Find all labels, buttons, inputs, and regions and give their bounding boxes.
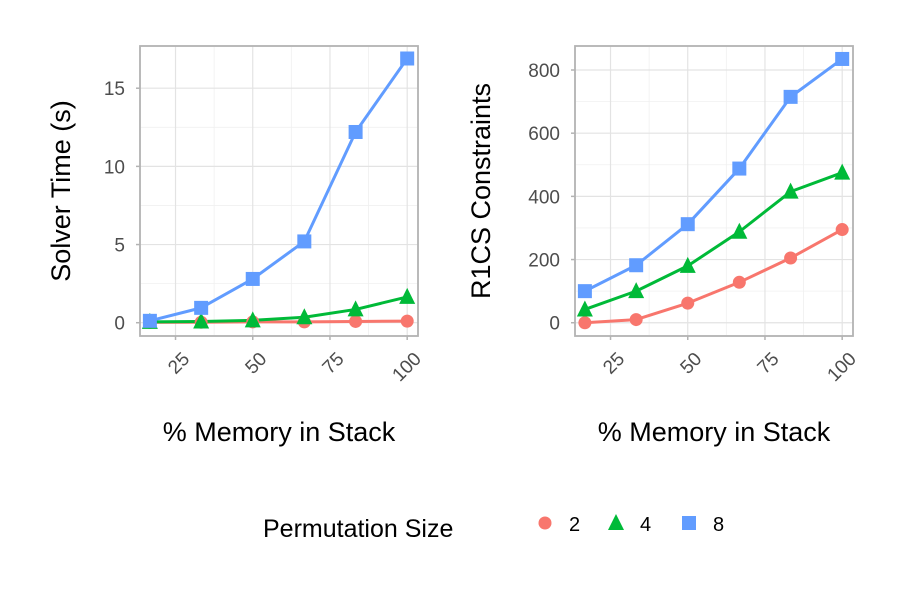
series-8-point: [732, 161, 747, 176]
series-line-4: [149, 295, 408, 324]
series-4-point: [296, 308, 313, 325]
series-4-point: [731, 222, 748, 239]
legend-key-8: [682, 516, 696, 530]
x-tick-label: 75: [754, 349, 784, 379]
series-2-point: [629, 313, 643, 327]
series-line-4: [584, 171, 843, 311]
series-4-point: [347, 300, 364, 317]
series-8-point: [297, 234, 312, 249]
legend-label-8: 8: [713, 514, 724, 536]
y-tick-label: 0: [549, 314, 560, 335]
y-tick-label: 0: [114, 314, 125, 335]
r1cs-constraints-panel: 0 200 400 600 800 25 50 75 100 % Memory in Stack R…: [466, 45, 861, 447]
y-tick-label: 200: [528, 251, 560, 272]
series-line-2: [584, 228, 843, 325]
series-4-point: [576, 300, 593, 317]
y-tick-label: 10: [104, 157, 125, 178]
y-axis-title: R1CS Constraints: [466, 83, 496, 299]
series-8-point: [348, 124, 363, 139]
series-8-point: [245, 271, 260, 286]
legend-key-4: [608, 514, 624, 530]
series-8-point: [194, 300, 209, 315]
series-4-point: [679, 256, 696, 273]
legend-label-4: 4: [640, 514, 651, 536]
series-8-point: [400, 51, 415, 66]
series-2-point: [835, 223, 849, 237]
x-tick-label: 100: [824, 349, 861, 386]
x-tick-label: 50: [677, 349, 707, 379]
series-2-point: [732, 275, 746, 289]
series-line-8: [584, 57, 844, 293]
series-8-point: [577, 284, 592, 299]
series-4-point: [193, 312, 210, 329]
x-tick-label: 100: [389, 349, 426, 386]
x-tick-label: 25: [164, 349, 194, 379]
series-8-point: [629, 258, 644, 273]
series-2-point: [681, 296, 695, 310]
x-tick-label: 50: [242, 349, 272, 379]
panel-border: [139, 45, 419, 337]
series-4-point: [399, 287, 416, 304]
y-tick-label: 400: [528, 187, 560, 208]
series-4-point: [834, 163, 851, 180]
legend-label-2: 2: [569, 514, 580, 536]
legend: Permutation Size 2 4 8: [263, 514, 724, 543]
series-8-point: [680, 217, 695, 232]
y-axis-title: Solver Time (s): [46, 100, 76, 282]
series-8-point: [835, 51, 850, 66]
y-tick-label: 15: [104, 79, 125, 100]
series-4-point: [628, 282, 645, 299]
legend-title: Permutation Size: [263, 515, 453, 543]
x-tick-label: 25: [599, 349, 629, 379]
series-2-point: [578, 316, 592, 330]
x-axis-title: % Memory in Stack: [163, 417, 396, 447]
series-2-point: [784, 251, 798, 265]
solver-time-panel: 0 5 10 15 25 50 75 100 % Memory in Stack Solver T…: [46, 45, 426, 447]
series-4-point: [782, 182, 799, 199]
y-tick-label: 600: [528, 124, 560, 145]
legend-key-2: [538, 516, 552, 530]
series-8-point: [142, 313, 157, 328]
panel-border: [574, 45, 854, 337]
series-2-point: [349, 314, 363, 328]
series-8-point: [783, 89, 798, 104]
y-tick-label: 5: [114, 236, 125, 257]
series-4-point: [244, 311, 261, 328]
y-tick-label: 800: [528, 61, 560, 82]
x-tick-label: 75: [319, 349, 349, 379]
x-axis-title: % Memory in Stack: [598, 417, 831, 447]
series-2-point: [400, 314, 414, 328]
series-line-8: [149, 57, 409, 323]
